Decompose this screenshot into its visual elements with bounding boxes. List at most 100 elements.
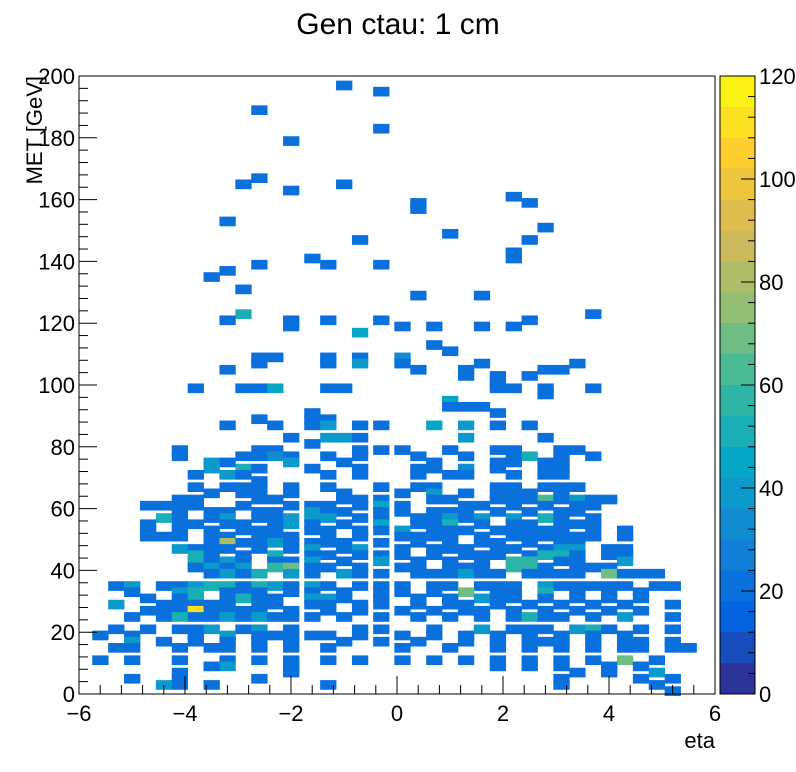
heatmap-cell <box>664 612 681 622</box>
heatmap-cell <box>553 513 570 523</box>
heatmap-cell <box>187 469 204 480</box>
heatmap-cell <box>219 364 236 375</box>
heatmap-cell <box>139 500 157 511</box>
heatmap-cell <box>203 507 220 517</box>
heatmap-cell <box>283 482 300 492</box>
heatmap-cell <box>336 80 353 91</box>
heatmap-cell <box>351 630 369 641</box>
heatmap-cell <box>351 531 369 542</box>
heatmap-cell <box>553 673 570 684</box>
heatmap-cell <box>320 315 337 326</box>
heatmap-cell <box>489 457 507 468</box>
heatmap-cell <box>373 550 390 560</box>
heatmap-cell <box>442 346 459 357</box>
heatmap-cell <box>489 599 507 610</box>
heatmap-cell <box>426 550 443 560</box>
heatmap-cell <box>569 593 586 604</box>
heatmap-cell <box>537 500 554 511</box>
heatmap-cell <box>473 568 491 579</box>
y-tick-label: 40 <box>51 558 75 583</box>
heatmap-cell <box>553 457 570 468</box>
heatmap-cell <box>521 315 538 326</box>
heatmap-cell <box>616 599 634 610</box>
heatmap-cell <box>373 482 390 492</box>
heatmap-cell <box>373 259 390 270</box>
heatmap-cell <box>521 537 538 548</box>
heatmap-cell <box>304 463 321 474</box>
heatmap-cell <box>394 500 411 511</box>
heatmap-cell <box>505 383 522 394</box>
heatmap-cell <box>203 513 220 523</box>
heatmap-cell <box>585 599 602 610</box>
heatmap-cell <box>537 222 554 233</box>
heatmap-cell <box>373 525 390 536</box>
heatmap-cell <box>320 562 337 573</box>
heatmap-cell <box>267 537 284 548</box>
heatmap-cell <box>426 581 443 591</box>
heatmap-cell <box>489 661 507 672</box>
heatmap-cell <box>283 630 300 641</box>
x-axis: −6 −4 −2 0 2 4 6 <box>66 676 721 726</box>
heatmap-cell <box>569 568 586 579</box>
heatmap-cell <box>553 488 570 499</box>
heatmap-cell <box>585 494 602 505</box>
heatmap-cell <box>521 494 538 505</box>
heatmap-cell <box>336 587 353 598</box>
heatmap-cell <box>171 513 189 523</box>
heatmap-cell <box>457 599 475 610</box>
heatmap-cell <box>203 544 220 554</box>
heatmap-cell <box>601 562 618 573</box>
heatmap-cell <box>251 624 268 635</box>
heatmap-cell <box>235 550 252 560</box>
heatmap-cell <box>373 568 390 579</box>
heatmap-cell <box>410 290 427 301</box>
heatmap-cell <box>320 680 337 690</box>
heatmap-cell <box>442 228 459 239</box>
heatmap-cell <box>569 531 586 542</box>
heatmap-cell <box>442 568 459 579</box>
heatmap-cell <box>473 500 491 511</box>
heatmap-cell <box>521 198 538 208</box>
heatmap-cell <box>351 358 369 369</box>
heatmap-cell <box>351 525 369 536</box>
heatmap-cell <box>537 463 554 474</box>
heatmap-cell <box>283 136 300 146</box>
heatmap-cell <box>569 358 586 369</box>
heatmap-cell <box>304 420 321 431</box>
heatmap-cell <box>537 587 554 598</box>
heatmap-cell <box>410 599 427 610</box>
heatmap-cell <box>569 562 586 573</box>
heatmap-cell <box>473 513 491 523</box>
heatmap-cell <box>351 432 369 443</box>
heatmap-cell <box>585 636 602 647</box>
heatmap-cell <box>351 469 369 480</box>
heatmap-cell <box>219 469 236 480</box>
heatmap-cell <box>457 605 475 616</box>
heatmap-cell <box>585 519 602 530</box>
heatmap-cell <box>219 568 236 579</box>
heatmap-cell <box>521 371 538 381</box>
heatmap-cell <box>320 513 337 523</box>
heatmap-cell <box>489 420 507 431</box>
y-tick-label: 180 <box>38 126 75 151</box>
heatmap-cell <box>410 531 427 542</box>
heatmap-cell <box>351 550 369 560</box>
heatmap-cell <box>304 439 321 449</box>
heatmap-cell <box>336 593 353 604</box>
heatmap-cell <box>251 105 268 116</box>
heatmap-cell <box>251 655 268 666</box>
heatmap-cell <box>426 587 443 598</box>
heatmap-cell <box>569 544 586 554</box>
heatmap-cell <box>505 451 522 462</box>
z-tick-label: 20 <box>759 579 783 604</box>
heatmap-cell <box>283 605 300 616</box>
heatmap-cell <box>442 402 459 412</box>
heatmap-cell <box>251 587 268 598</box>
heatmap-cell <box>155 500 173 511</box>
heatmap-cell <box>235 500 252 511</box>
heatmap-cell <box>139 624 157 635</box>
heatmap-cell <box>426 488 443 499</box>
heatmap-cell <box>251 581 268 591</box>
heatmap-cell <box>505 587 522 598</box>
heatmap-cell <box>219 562 236 573</box>
